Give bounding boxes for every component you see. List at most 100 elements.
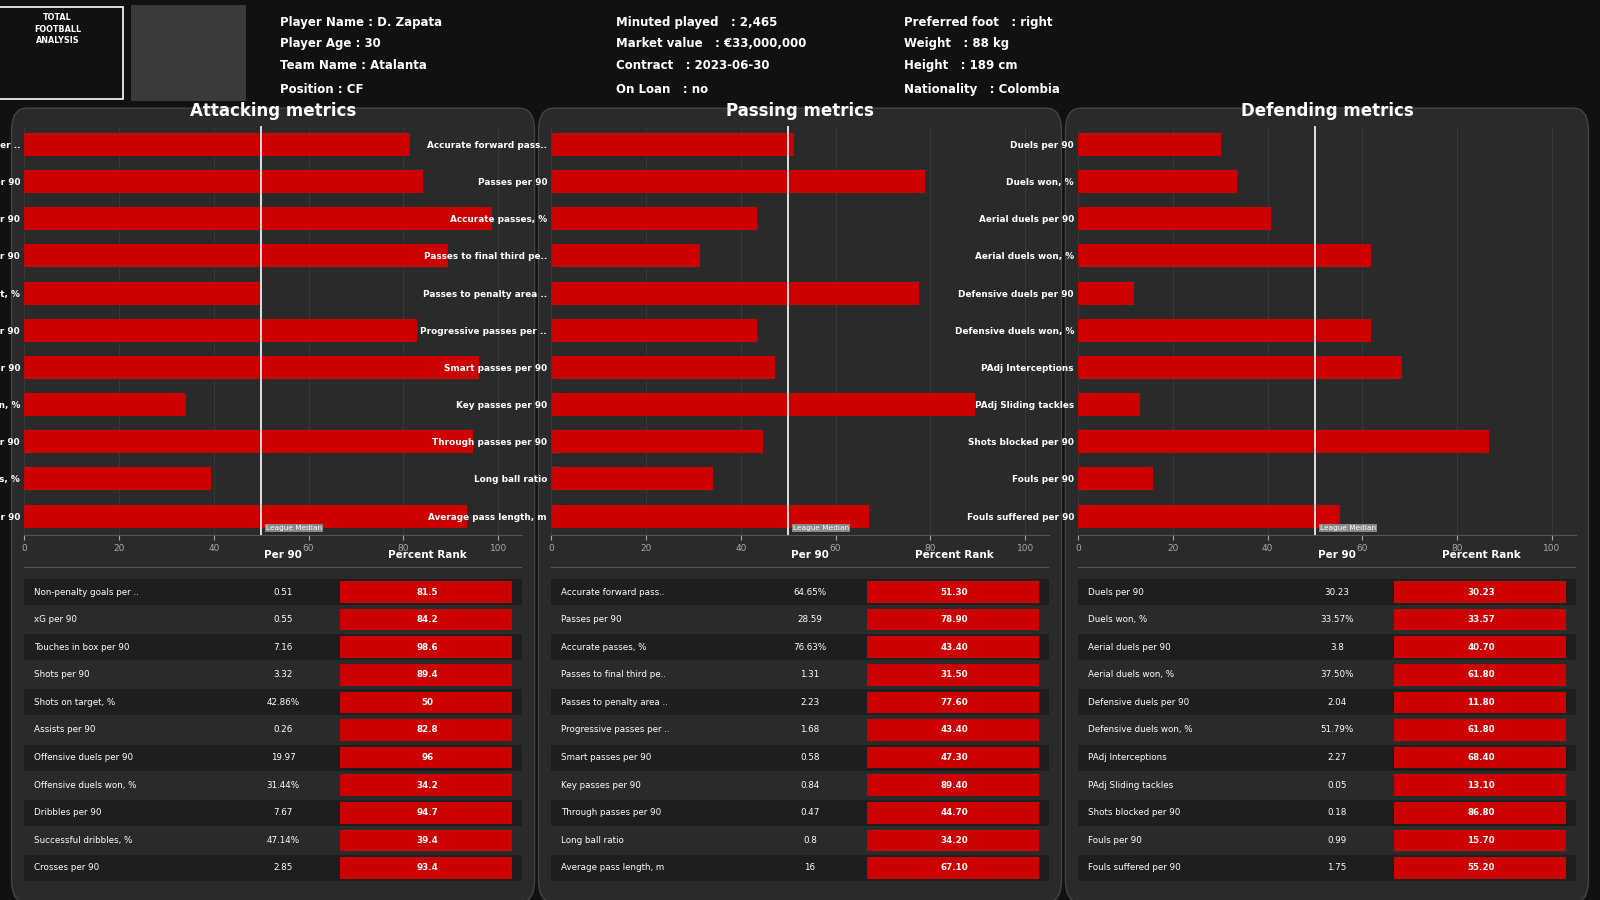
FancyBboxPatch shape	[24, 662, 522, 688]
Text: 0.8: 0.8	[803, 836, 818, 845]
Title: Defending metrics: Defending metrics	[1240, 102, 1413, 120]
Text: 34.20: 34.20	[941, 836, 968, 845]
Text: On Loan   : no: On Loan : no	[616, 83, 709, 95]
Text: Smart passes per 90: Smart passes per 90	[562, 753, 651, 762]
Bar	[1078, 356, 1402, 379]
Bar	[24, 430, 474, 454]
FancyBboxPatch shape	[1394, 581, 1566, 603]
Text: 2.85: 2.85	[274, 863, 293, 872]
FancyBboxPatch shape	[1394, 691, 1566, 713]
Text: 16: 16	[805, 863, 816, 872]
Text: 15.70: 15.70	[1467, 836, 1494, 845]
Text: Key passes per 90: Key passes per 90	[562, 780, 642, 789]
Bar	[1078, 245, 1371, 267]
FancyBboxPatch shape	[1394, 719, 1566, 741]
Text: 68.40: 68.40	[1467, 753, 1494, 762]
Text: 39.4: 39.4	[416, 836, 438, 845]
Text: 3.32: 3.32	[274, 670, 293, 680]
Text: 51.30: 51.30	[941, 588, 968, 597]
Text: 30.23: 30.23	[1467, 588, 1494, 597]
FancyBboxPatch shape	[867, 774, 1038, 796]
Title: Attacking metrics: Attacking metrics	[190, 102, 357, 120]
FancyBboxPatch shape	[1394, 747, 1566, 769]
Text: Shots on target, %: Shots on target, %	[34, 698, 115, 706]
FancyBboxPatch shape	[867, 691, 1038, 713]
FancyBboxPatch shape	[1394, 802, 1566, 824]
Text: Passes to penalty area ..: Passes to penalty area ..	[562, 698, 667, 706]
FancyBboxPatch shape	[24, 607, 522, 633]
Text: 1.31: 1.31	[800, 670, 819, 680]
Bar	[552, 430, 763, 454]
FancyBboxPatch shape	[0, 7, 123, 99]
FancyBboxPatch shape	[24, 744, 522, 770]
FancyBboxPatch shape	[341, 609, 512, 630]
FancyBboxPatch shape	[1078, 717, 1576, 743]
Text: 11.80: 11.80	[1467, 698, 1494, 706]
FancyBboxPatch shape	[1394, 636, 1566, 658]
Bar	[1078, 133, 1221, 156]
FancyBboxPatch shape	[1394, 830, 1566, 851]
Text: Contract   : 2023-06-30: Contract : 2023-06-30	[616, 59, 770, 73]
Text: Average pass length, m: Average pass length, m	[562, 863, 664, 872]
Text: Accurate passes, %: Accurate passes, %	[562, 643, 646, 652]
FancyBboxPatch shape	[552, 634, 1048, 661]
Text: 82.8: 82.8	[416, 725, 438, 734]
Bar	[552, 393, 974, 416]
Bar	[552, 207, 757, 230]
Text: 0.26: 0.26	[274, 725, 293, 734]
FancyBboxPatch shape	[24, 634, 522, 661]
Text: 0.05: 0.05	[1326, 780, 1347, 789]
Text: Minuted played   : 2,465: Minuted played : 2,465	[616, 16, 778, 29]
Text: Through passes per 90: Through passes per 90	[562, 808, 661, 817]
Bar	[24, 245, 448, 267]
Text: 7.16: 7.16	[274, 643, 293, 652]
Text: Height   : 189 cm: Height : 189 cm	[904, 59, 1018, 73]
Text: PAdj Interceptions: PAdj Interceptions	[1088, 753, 1166, 762]
Text: Percent Rank: Percent Rank	[387, 550, 467, 560]
Text: 78.90: 78.90	[941, 615, 968, 624]
FancyBboxPatch shape	[341, 664, 512, 686]
Bar	[1078, 319, 1371, 342]
Bar	[552, 356, 776, 379]
Text: Percent Rank: Percent Rank	[915, 550, 994, 560]
Text: 43.40: 43.40	[941, 725, 968, 734]
Text: 2.27: 2.27	[1328, 753, 1347, 762]
Text: 55.20: 55.20	[1467, 863, 1494, 872]
FancyBboxPatch shape	[867, 857, 1038, 878]
FancyBboxPatch shape	[341, 802, 512, 824]
Text: League Median: League Median	[1320, 525, 1376, 531]
Bar	[552, 282, 918, 304]
FancyBboxPatch shape	[552, 607, 1048, 633]
FancyBboxPatch shape	[341, 774, 512, 796]
FancyBboxPatch shape	[1394, 857, 1566, 878]
Bar	[24, 282, 261, 304]
Text: 1.68: 1.68	[800, 725, 819, 734]
Text: 3.8: 3.8	[1330, 643, 1344, 652]
Bar	[1078, 430, 1490, 454]
Bar	[24, 393, 186, 416]
FancyBboxPatch shape	[11, 108, 534, 900]
Text: Accurate forward pass..: Accurate forward pass..	[562, 588, 664, 597]
FancyBboxPatch shape	[552, 689, 1048, 716]
Text: 67.10: 67.10	[941, 863, 968, 872]
Text: Aerial duels won, %: Aerial duels won, %	[1088, 670, 1174, 680]
Bar	[24, 133, 411, 156]
Bar	[552, 133, 794, 156]
Bar	[552, 170, 925, 194]
Text: Market value   : €33,000,000: Market value : €33,000,000	[616, 37, 806, 50]
Text: Duels won, %: Duels won, %	[1088, 615, 1147, 624]
FancyBboxPatch shape	[1078, 827, 1576, 853]
Text: 94.7: 94.7	[416, 808, 438, 817]
Text: 31.44%: 31.44%	[267, 780, 299, 789]
Text: 7.67: 7.67	[274, 808, 293, 817]
Text: Long ball ratio: Long ball ratio	[562, 836, 624, 845]
FancyBboxPatch shape	[1078, 800, 1576, 825]
Text: Position : CF: Position : CF	[280, 83, 363, 95]
Text: Passes to final third pe..: Passes to final third pe..	[562, 670, 666, 680]
Text: Fouls suffered per 90: Fouls suffered per 90	[1088, 863, 1181, 872]
FancyBboxPatch shape	[1078, 772, 1576, 798]
Text: 77.60: 77.60	[941, 698, 968, 706]
Bar	[1078, 505, 1339, 527]
Text: Shots per 90: Shots per 90	[34, 670, 90, 680]
FancyBboxPatch shape	[1078, 634, 1576, 661]
